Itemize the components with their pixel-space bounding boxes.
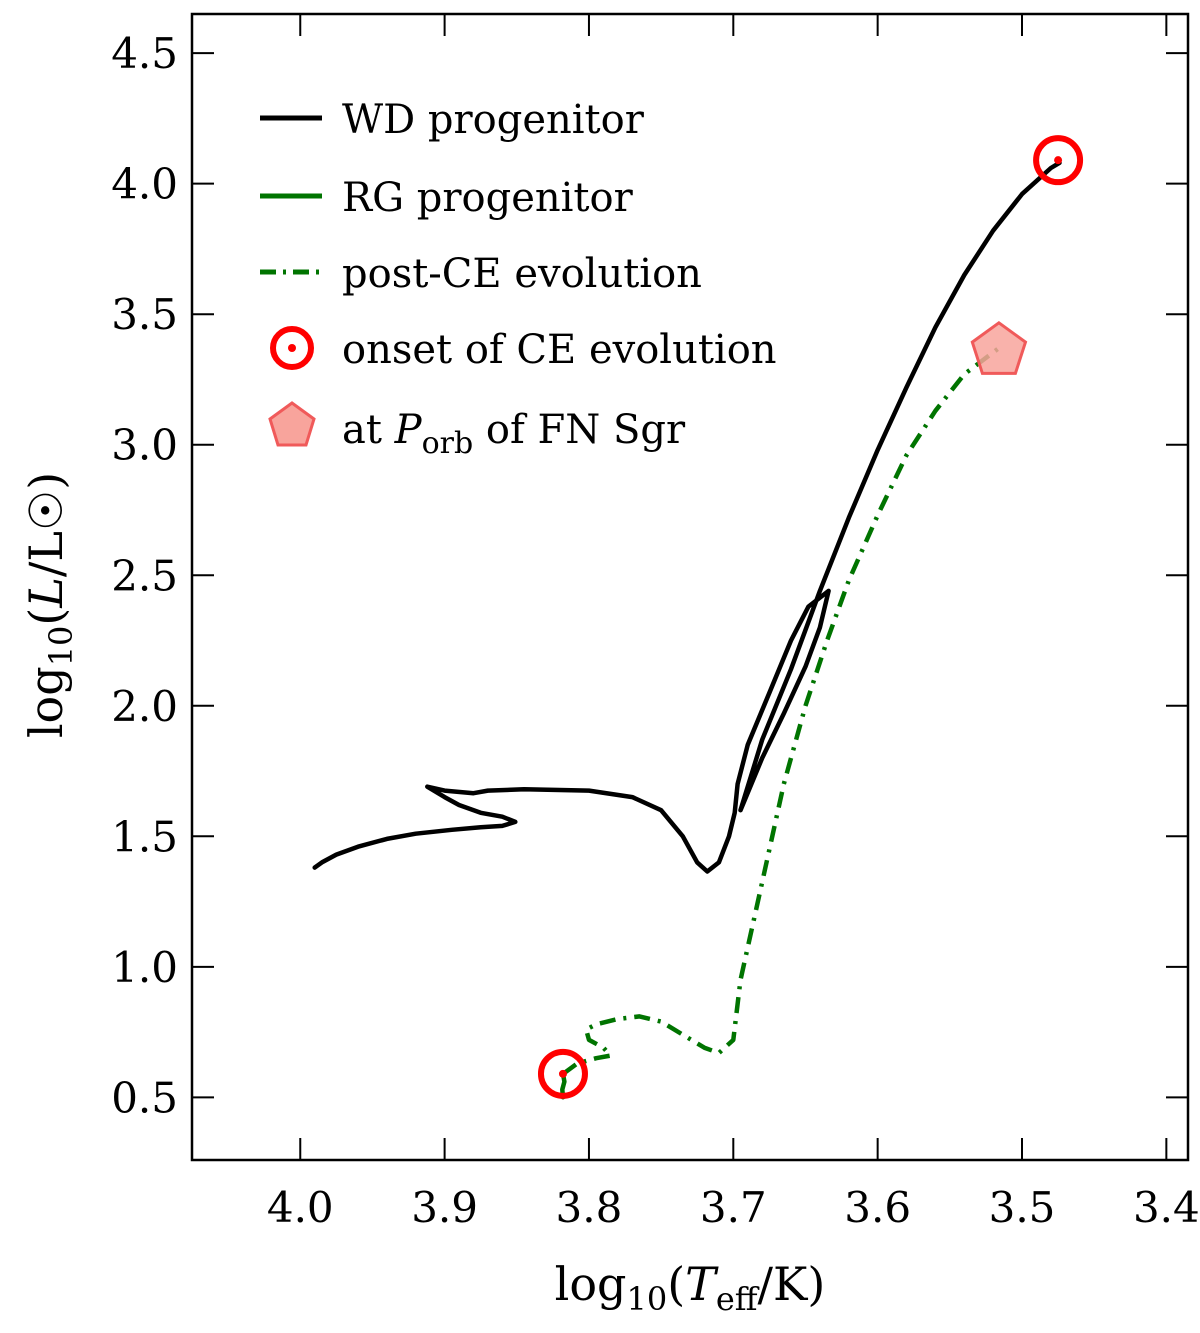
x-tick-label: 3.8 <box>556 1183 623 1232</box>
series-line-wd-progenitor <box>312 160 1062 874</box>
x-tick-label: 3.6 <box>844 1183 911 1232</box>
x-tick-label: 4.0 <box>267 1183 334 1232</box>
legend-swatch-porb-fn-sgr <box>268 401 316 447</box>
legend-label-post-ce-evolution: post-CE evolution <box>342 251 702 297</box>
legend: WD progenitor RG progenitor post-CE evol… <box>260 97 777 461</box>
series-line-post-ce-evolution <box>561 346 1001 1076</box>
y-tick-label: 3.5 <box>111 290 178 339</box>
y-tick-label: 1.5 <box>111 812 178 861</box>
legend-label-onset-of-ce: onset of CE evolution <box>342 327 777 373</box>
y-tick-label: 3.0 <box>111 421 178 470</box>
y-tick-label: 2.5 <box>111 551 178 600</box>
y-axis-label: log10(L/L☉) <box>19 472 80 738</box>
x-axis-label: log10(Teff/K) <box>555 1257 826 1318</box>
marker-onset-of-ce <box>537 1048 588 1099</box>
axes-frame <box>190 12 1190 1162</box>
marker-onset-of-ce <box>1033 135 1084 186</box>
y-tick-label: 2.0 <box>111 682 178 731</box>
y-tick-label: 4.0 <box>111 160 178 209</box>
x-tick-label: 3.7 <box>700 1183 767 1232</box>
plot-area-border <box>190 12 1190 1162</box>
x-tick-label: 3.9 <box>411 1183 478 1232</box>
series-layer <box>312 160 1062 1100</box>
y-tick-label: 0.5 <box>111 1073 178 1122</box>
legend-label-porb-fn-sgr: at Porb of FN Sgr <box>342 407 686 461</box>
legend-label-wd-progenitor: WD progenitor <box>342 97 645 143</box>
x-tick-label: 3.5 <box>989 1183 1056 1232</box>
legend-swatch-onset-of-ce <box>270 326 314 370</box>
x-tick-label: 3.4 <box>1133 1183 1200 1232</box>
marker-layer <box>537 135 1084 1099</box>
ticks-layer: 4.0 3.9 3.8 3.7 3.6 3.5 3.4 0.5 1.0 1.5 2.0 2.5 3.0 3… <box>111 14 1200 1232</box>
marker-porb-fn-sgr <box>970 320 1028 375</box>
y-tick-label: 4.5 <box>111 29 178 78</box>
y-tick-label: 1.0 <box>111 943 178 992</box>
legend-label-rg-progenitor: RG progenitor <box>342 175 634 221</box>
